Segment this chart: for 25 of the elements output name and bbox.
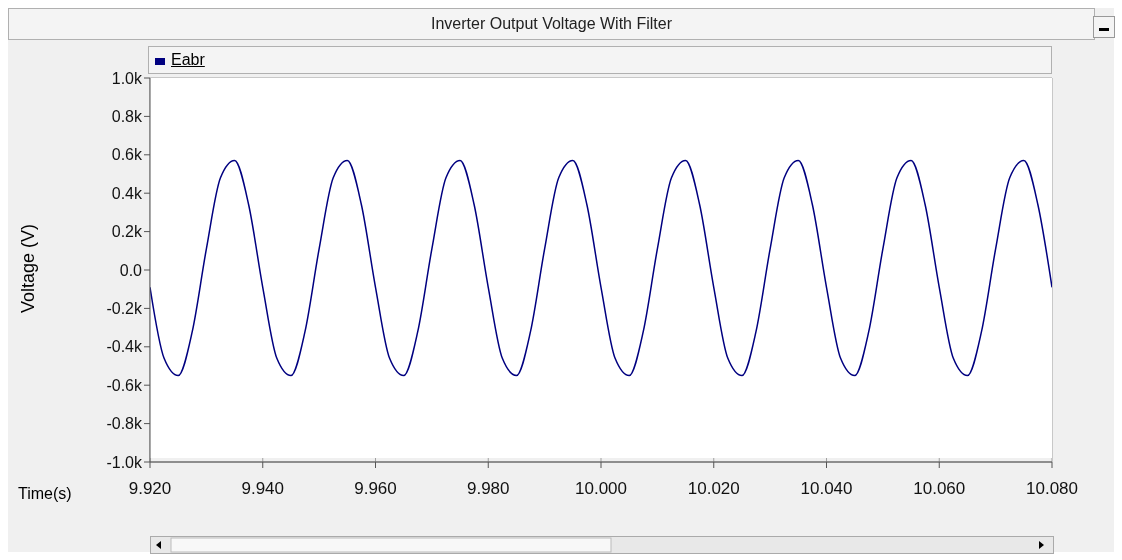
x-tick-label: 10.020 xyxy=(687,479,740,499)
y-tick-label: -0.2k xyxy=(106,300,143,318)
y-tick-label: 0.2k xyxy=(111,223,143,241)
x-tick-label: 9.960 xyxy=(354,479,397,499)
y-tick-label: -0.4k xyxy=(106,338,143,356)
y-tick-label: 0.4k xyxy=(111,184,143,202)
x-tick-label: 9.920 xyxy=(128,479,172,499)
y-tick-label: -1.0k xyxy=(106,453,143,471)
line-series xyxy=(150,159,1052,377)
legend-label: Eabr xyxy=(171,51,205,68)
y-tick-label: -0.8k xyxy=(106,415,143,433)
x-tick-label: 9.980 xyxy=(466,479,510,499)
y-tick-label: 0.6k xyxy=(111,146,143,164)
chart-title: Inverter Output Voltage With Filter xyxy=(8,8,1095,40)
y-tick-label: 0.8k xyxy=(111,108,143,126)
x-axis-title: Time(s) xyxy=(18,485,72,503)
x-tick-label: 10.040 xyxy=(800,479,853,499)
y-axis-title: Voltage (V) xyxy=(17,222,39,316)
y-tick-label: 0.0 xyxy=(119,261,143,279)
x-tick-label: 10.000 xyxy=(575,479,627,499)
x-tick-label: 9.940 xyxy=(241,479,285,499)
x-tick-label: 10.080 xyxy=(1026,479,1078,499)
x-tick-label: 10.060 xyxy=(913,479,966,499)
y-tick-label: 1.0k xyxy=(111,69,143,87)
y-tick-label: -0.6k xyxy=(106,376,143,394)
